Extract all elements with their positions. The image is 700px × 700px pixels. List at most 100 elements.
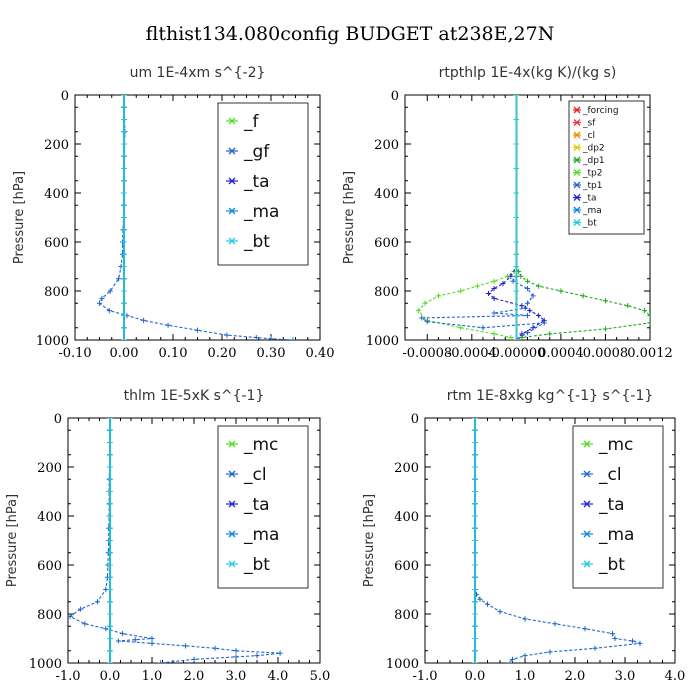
data-point-bt <box>121 251 127 257</box>
x-tick-label: 4.0 <box>665 669 686 684</box>
data-point-bt <box>121 190 127 196</box>
data-point-tp2 <box>491 278 497 284</box>
legend-label-dp1: _dp1 <box>582 156 605 166</box>
data-point-cl <box>183 643 189 649</box>
data-point-cl <box>103 626 109 632</box>
panel-4: rtm 1E-8xkg kg^{-1} s^{-1} Pressure [hPa]… <box>362 388 685 684</box>
data-point-tp2 <box>415 308 421 314</box>
y-tick-label: 800 <box>374 285 399 300</box>
data-point-bt <box>107 550 113 556</box>
legend-marker-ma <box>583 530 591 538</box>
data-point-gf <box>194 327 201 333</box>
data-point-tp1 <box>480 325 486 331</box>
x-tick-label: 0.10 <box>159 346 188 361</box>
data-point-bt <box>107 464 113 470</box>
data-point-dp1 <box>602 298 609 304</box>
series-group <box>68 418 283 663</box>
legend-label-ma: _ma <box>243 202 279 222</box>
data-point-bt <box>513 116 519 123</box>
data-point-tp2 <box>491 331 497 337</box>
data-point-cl <box>612 635 618 642</box>
data-point-bt <box>107 562 113 568</box>
data-point-ta <box>491 285 497 292</box>
data-point-bt <box>121 214 127 221</box>
legend-entry-cl: _cl <box>573 131 595 141</box>
x-tick-label: 3.0 <box>615 669 636 684</box>
x-tick-label: -0.0004 <box>447 346 497 361</box>
data-point-bt <box>107 635 113 642</box>
y-tick-label: 0 <box>54 412 62 427</box>
x-tick-label: 0.0 <box>465 669 486 684</box>
data-point-cl <box>507 660 513 663</box>
data-point-tp2 <box>474 283 480 289</box>
data-point-gf <box>141 317 147 323</box>
data-point-bt <box>472 586 478 593</box>
legend-marker-tp2 <box>573 169 581 176</box>
legend-entry-mc: _mc <box>581 435 633 455</box>
series-group <box>96 95 296 340</box>
legend-box <box>217 425 309 589</box>
data-point-bt <box>472 611 478 617</box>
y-tick-label: 400 <box>374 187 399 202</box>
y-tick-label: 1000 <box>366 334 399 349</box>
data-point-bt <box>107 513 113 519</box>
x-tick-label: 0.0012 <box>627 346 673 361</box>
data-point-bt <box>107 574 113 580</box>
data-point-bt <box>107 623 113 629</box>
legend-entry-tp2: _tp2 <box>573 169 602 179</box>
data-point-bt <box>121 116 127 123</box>
data-point-bt <box>107 599 113 605</box>
legend-entry-f: _f <box>226 112 260 132</box>
data-point-ta <box>519 303 525 309</box>
data-point-ta <box>541 317 547 323</box>
series-line-cl <box>69 418 281 663</box>
y-tick-label: 1000 <box>29 657 62 672</box>
data-point-bt <box>107 427 113 433</box>
data-point-bt <box>121 202 127 208</box>
legend-label-mc: _mc <box>243 435 278 455</box>
data-point-cl <box>120 631 126 637</box>
y-tick-label: 0 <box>411 412 419 427</box>
x-tick-label: 2.0 <box>565 669 586 684</box>
data-point-bt <box>121 337 127 340</box>
data-point-cl <box>157 660 163 663</box>
data-point-tp1 <box>524 285 531 292</box>
data-point-bt <box>121 239 127 245</box>
data-point-cl <box>484 601 491 607</box>
data-point-cl <box>94 599 100 605</box>
legend-marker-cl <box>573 131 581 139</box>
data-point-gf <box>253 334 259 340</box>
legend-box <box>568 100 645 235</box>
data-point-tp1 <box>424 319 430 325</box>
legend-entry-dp2: _dp2 <box>573 144 605 154</box>
data-point-dp1 <box>524 278 531 284</box>
x-tick-label: 0.40 <box>306 346 335 361</box>
data-point-dp1 <box>602 326 609 332</box>
data-point-cl <box>609 631 616 637</box>
legend-entry-tp1: _tp1 <box>573 181 602 191</box>
y-axis-label: Pressure [hPa] <box>5 494 20 587</box>
y-tick-label: 400 <box>394 510 419 525</box>
data-point-bt <box>513 141 519 147</box>
data-point-ta <box>500 281 506 287</box>
data-point-cl <box>522 653 528 659</box>
legend-box <box>572 425 664 589</box>
legend-marker-mc <box>228 440 236 448</box>
legend-entry-ma: _ma <box>226 202 279 222</box>
data-point-dp1 <box>580 293 586 299</box>
series-line-tp2 <box>417 95 517 339</box>
y-tick-label: 200 <box>44 138 69 153</box>
data-point-bt <box>513 165 519 172</box>
data-point-dp1 <box>518 273 524 279</box>
data-point-gf <box>268 336 274 340</box>
data-point-tp2 <box>458 288 464 294</box>
y-tick-label: 600 <box>374 236 399 251</box>
data-point-bt <box>107 488 113 495</box>
data-point-bt <box>513 312 519 319</box>
data-point-bt <box>472 635 478 642</box>
data-point-cl <box>477 596 483 602</box>
data-point-bt <box>107 648 113 654</box>
x-tick-label: 5.0 <box>310 669 331 684</box>
data-point-ta <box>536 312 542 319</box>
panel-title: um 1E-4xm s^{-2} <box>130 65 266 81</box>
